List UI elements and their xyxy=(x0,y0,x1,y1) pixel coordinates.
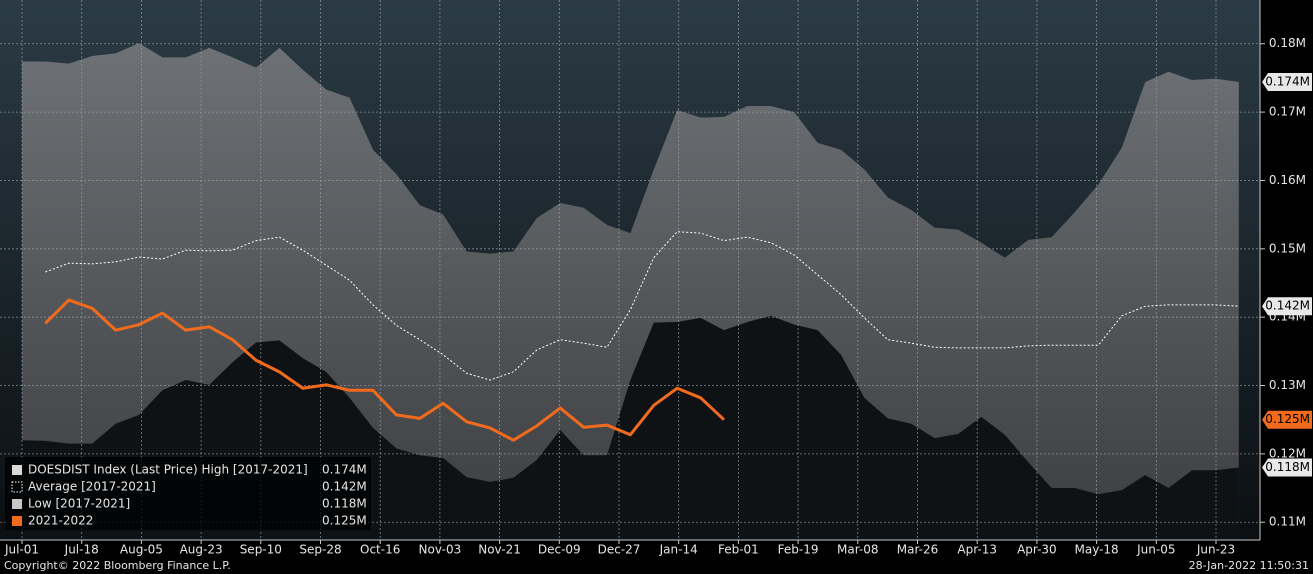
x-tick-label: Feb-19 xyxy=(778,543,819,557)
x-tick-label: Oct-16 xyxy=(360,543,400,557)
y-tick-label: 0.13M xyxy=(1269,378,1306,392)
legend-swatch xyxy=(12,499,22,509)
x-tick-label: Feb-01 xyxy=(718,543,759,557)
legend-value: 0.142M xyxy=(322,480,367,494)
x-tick-label: Aug-05 xyxy=(120,543,163,557)
x-tick-label: Sep-10 xyxy=(240,543,282,557)
end-tag-label: 0.118M xyxy=(1265,460,1310,474)
legend-swatch xyxy=(12,465,22,475)
x-tick-label: Jan-14 xyxy=(659,543,698,557)
series-line xyxy=(45,231,1239,381)
end-tag xyxy=(1262,458,1312,477)
legend-label: Low [2017-2021] xyxy=(28,497,130,511)
x-tick-label: Dec-09 xyxy=(538,543,581,557)
copyright: Copyright© 2022 Bloomberg Finance L.P. xyxy=(4,559,231,572)
timestamp: 28-Jan-2022 11:50:31 xyxy=(1189,559,1309,572)
legend-value: 0.174M xyxy=(322,463,367,477)
legend-box xyxy=(5,457,371,530)
y-tick-label: 0.18M xyxy=(1269,36,1306,50)
y-tick-label: 0.11M xyxy=(1269,515,1306,529)
y-tick-label: 0.15M xyxy=(1269,241,1306,255)
y-tick-label: 0.12M xyxy=(1269,446,1306,460)
legend-label: DOESDIST Index (Last Price) High [2017-2… xyxy=(28,463,308,477)
end-tag xyxy=(1262,73,1312,92)
x-tick-label: Dec-27 xyxy=(598,543,641,557)
x-tick-label: Mar-08 xyxy=(837,543,878,557)
legend-value: 0.118M xyxy=(322,497,367,511)
x-tick-label: May-18 xyxy=(1074,543,1118,557)
series-line xyxy=(44,298,726,442)
x-tick-label: Jul-01 xyxy=(4,543,39,557)
y-tick-label: 0.16M xyxy=(1269,173,1306,187)
x-tick-label: Jun-05 xyxy=(1136,543,1175,557)
legend-swatch xyxy=(11,481,23,493)
end-tag xyxy=(1262,297,1312,316)
x-tick-label: Mar-26 xyxy=(897,543,938,557)
x-tick-label: Sep-28 xyxy=(299,543,341,557)
end-tag-label: 0.142M xyxy=(1265,299,1310,313)
x-tick-label: Apr-13 xyxy=(957,543,997,557)
end-tag-label: 0.174M xyxy=(1265,75,1310,89)
legend-swatch xyxy=(12,516,22,526)
legend-value: 0.125M xyxy=(322,514,367,528)
x-tick-label: Apr-30 xyxy=(1017,543,1057,557)
legend-label: Average [2017-2021] xyxy=(28,480,156,494)
legend-label: 2021-2022 xyxy=(28,514,93,528)
x-tick-label: Nov-21 xyxy=(478,543,521,557)
end-tag xyxy=(1262,410,1312,429)
end-tag-label: 0.125M xyxy=(1265,412,1310,426)
x-tick-label: Aug-23 xyxy=(180,543,223,557)
x-tick-label: Jul-18 xyxy=(64,543,99,557)
x-tick-label: Jun-23 xyxy=(1196,543,1235,557)
x-tick-label: Nov-03 xyxy=(419,543,462,557)
y-tick-label: 0.17M xyxy=(1269,105,1306,119)
